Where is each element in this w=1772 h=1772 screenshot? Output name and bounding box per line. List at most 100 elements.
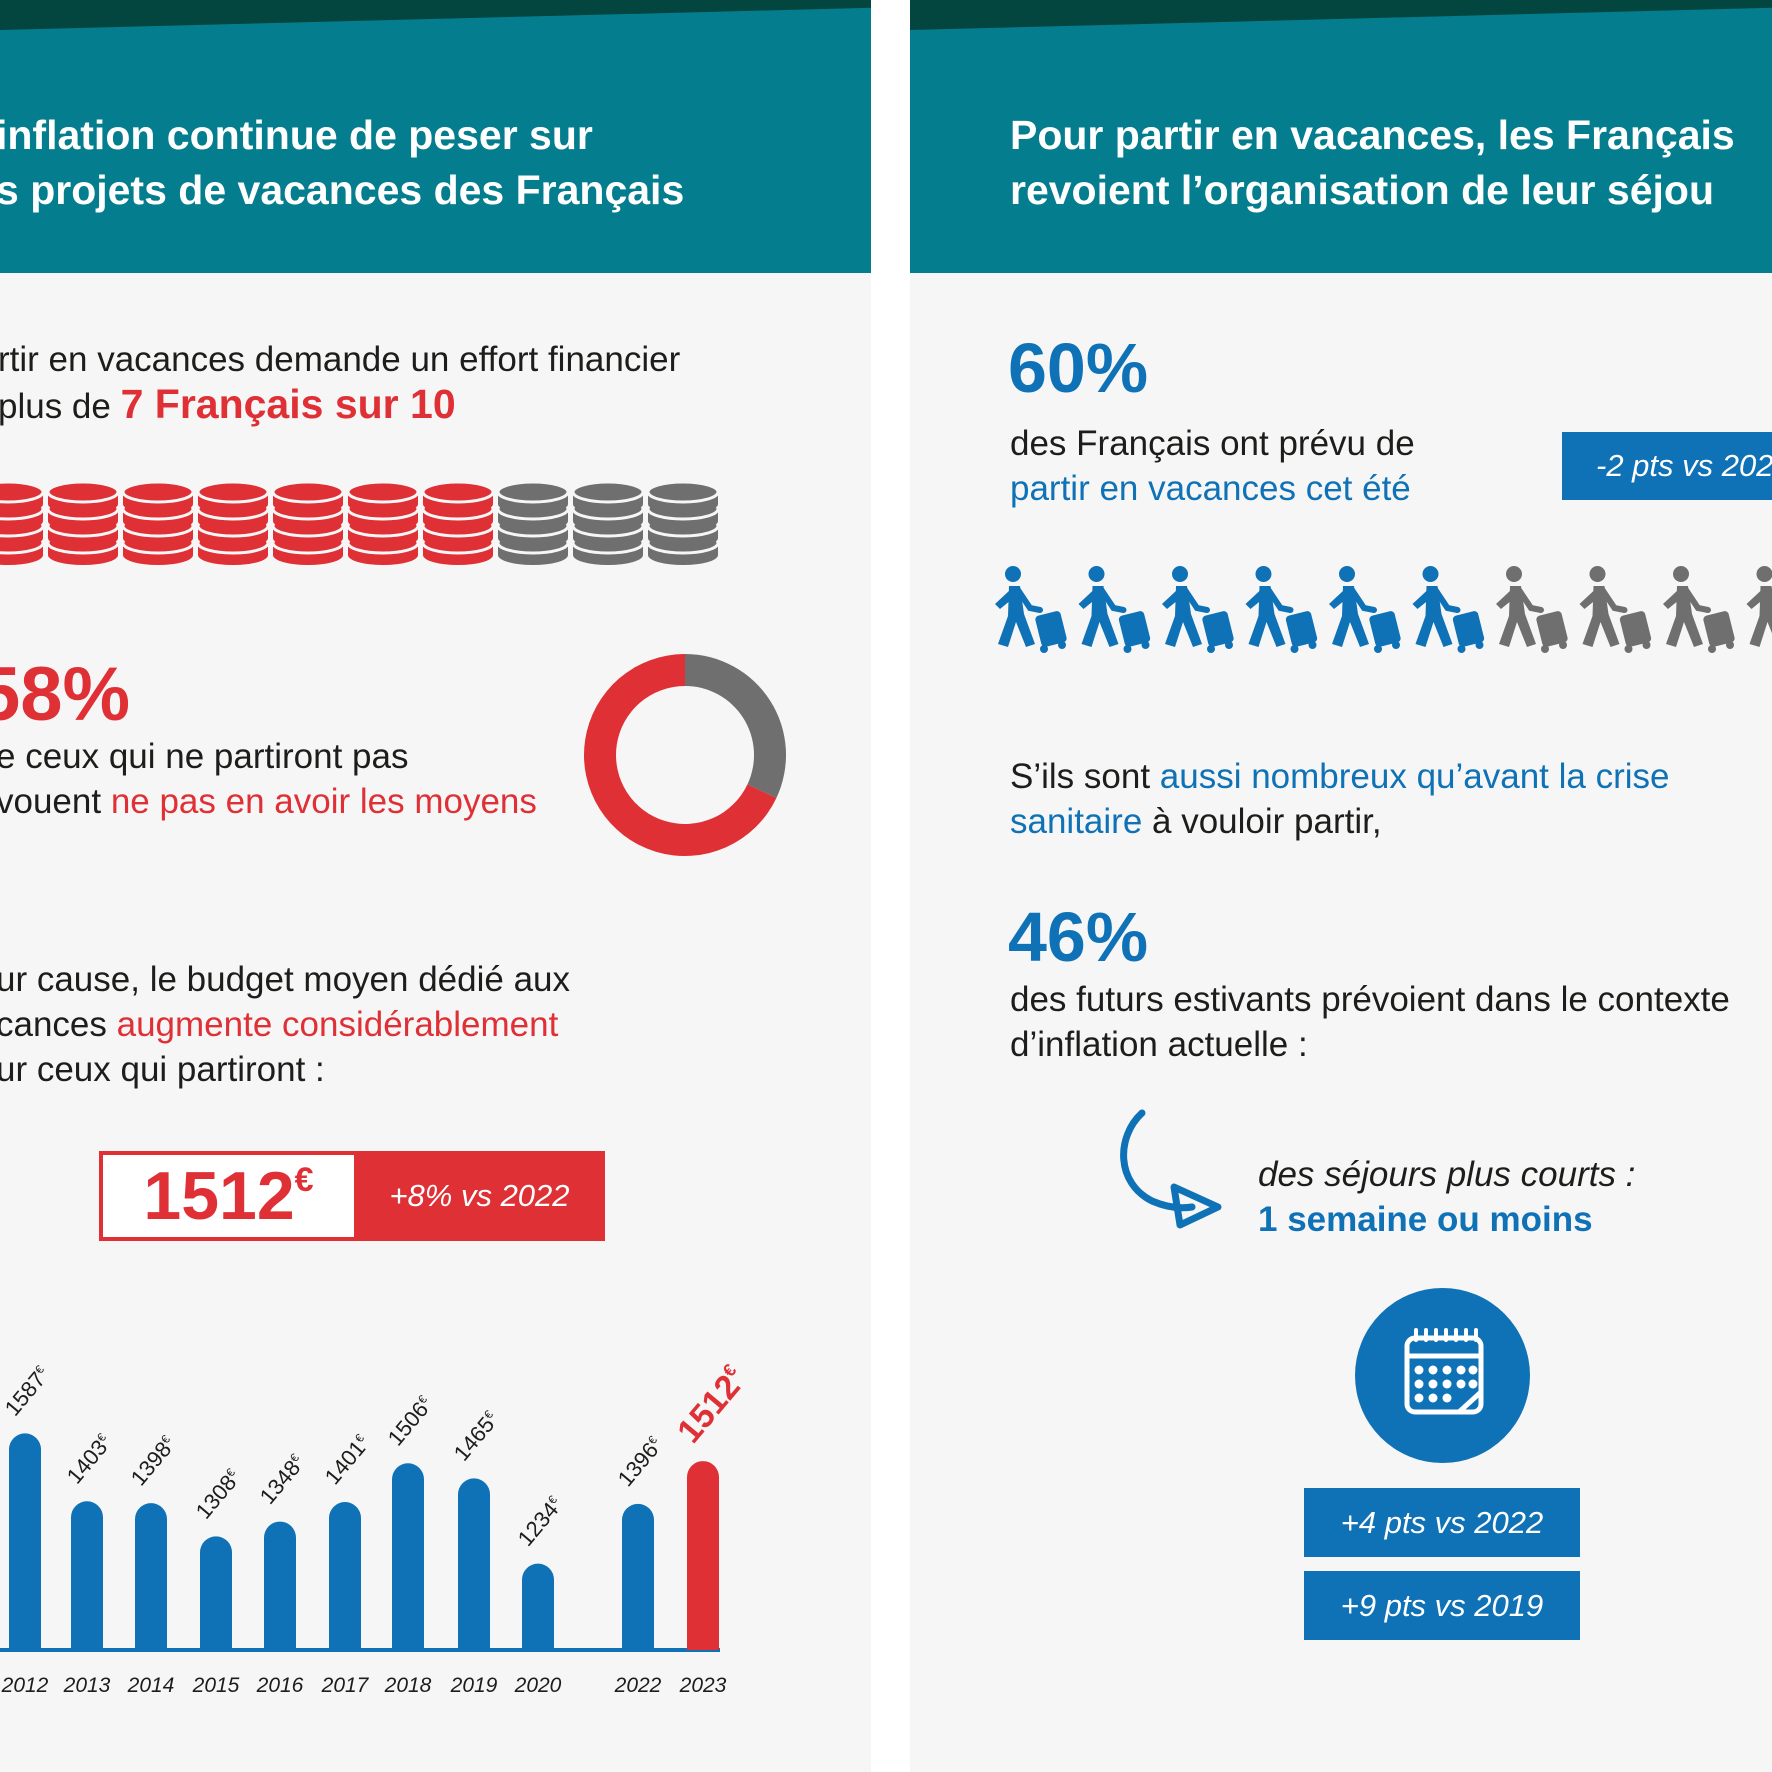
bar-value-label-2014: 1398€ [126, 1431, 181, 1490]
stat-60-line2: partir en vacances cet été [1010, 469, 1411, 508]
left-header: inflation continue de peser sur s projet… [0, 0, 871, 273]
coin-stack-highlighted [421, 480, 495, 565]
bar-2017 [329, 1502, 361, 1650]
crisis-text: S’ils sont aussi nombreux qu’avant la cr… [1010, 754, 1670, 844]
bar-x-label-2017: 2017 [321, 1674, 370, 1697]
traveler-icon-highlighted [1245, 566, 1318, 653]
bar-x-label-2023: 2023 [679, 1674, 727, 1697]
right-panel: Pour partir en vacances, les Français re… [910, 0, 1772, 1772]
budget-currency: € [294, 1161, 314, 1199]
coins-icon-row [0, 480, 720, 565]
budget-line2-prefix: cances [0, 1005, 117, 1044]
short-stay-text: des séjours plus courts : 1 semaine ou m… [1258, 1152, 1635, 1242]
bar-value-label-2017: 1401€ [320, 1430, 375, 1489]
coin-stack-highlighted [196, 480, 270, 565]
budget-line1: ur cause, le budget moyen dédié aux [0, 960, 570, 999]
stat-46-line2: d’inflation actuelle : [1010, 1025, 1308, 1064]
stat-46-text: des futurs estivants prévoient dans le c… [1010, 977, 1730, 1067]
bar-value-label-2018: 1506€ [383, 1392, 438, 1451]
bar-2013 [71, 1501, 103, 1650]
effort-line2: plus de 7 Français sur 10 [0, 382, 680, 429]
crisis-highlight1: aussi nombreux qu’avant la crise [1159, 757, 1670, 796]
bar-value-label-2022: 1396€ [613, 1432, 668, 1491]
coin-stack-highlighted [346, 480, 420, 565]
bar-x-label-2014: 2014 [127, 1674, 175, 1697]
effort-text: rtir en vacances demande un effort finan… [0, 337, 680, 429]
stat-60-badge: -2 pts vs 202 [1562, 432, 1772, 500]
traveler-icon [1496, 566, 1568, 653]
traveler-icon [1746, 566, 1772, 647]
stat-60-line1: des Français ont prévu de [1010, 424, 1415, 463]
left-title-line2: s projets de vacances des Français [0, 167, 685, 213]
bar-value-label-2012: 1587€ [0, 1362, 55, 1421]
bar-2023 [687, 1461, 719, 1650]
budget-text: ur cause, le budget moyen dédié aux canc… [0, 957, 570, 1092]
budget-bar-chart: 1587€ 2012 1403€ 2013 1398€ 2014 1308€ 2015 1348… [0, 1360, 754, 1697]
crisis-suffix: à vouloir partir, [1142, 802, 1382, 841]
traveler-icon-highlighted [1329, 566, 1401, 653]
bar-value-label-2013: 1403€ [62, 1430, 117, 1489]
budget-value: 1512 [143, 1158, 295, 1234]
budget-badge: +8% vs 2022 [389, 1178, 570, 1213]
bar-2016 [264, 1521, 296, 1650]
travelers-icon-row [995, 566, 1772, 653]
stat-46-value: 46% [1008, 898, 1149, 976]
traveler-icon-highlighted [1162, 566, 1234, 653]
bar-value-label-2016: 1348€ [255, 1450, 310, 1509]
coin-stack [496, 480, 570, 565]
traveler-icon [1579, 566, 1652, 653]
left-title-line1: inflation continue de peser sur [0, 112, 593, 158]
donut-chart [584, 654, 786, 856]
budget-box: 1512 € +8% vs 2022 [99, 1151, 605, 1241]
stat-68-line2-prefix: vouent [0, 782, 111, 821]
right-header: Pour partir en vacances, les Français re… [910, 0, 1772, 273]
bar-2019 [458, 1478, 490, 1650]
calendar-circle [1355, 1288, 1530, 1463]
coin-stack-highlighted [271, 480, 345, 565]
crisis-line2: sanitaire à vouloir partir, [1010, 799, 1670, 844]
bar-value-label-2019: 1465€ [449, 1407, 504, 1466]
right-title: Pour partir en vacances, les Français re… [1010, 108, 1735, 218]
coin-stack-highlighted [46, 480, 120, 565]
donut-slice-other [685, 654, 786, 799]
crisis-highlight2: sanitaire [1010, 802, 1143, 841]
right-title-line2: revoient l’organisation de leur séjou [1010, 167, 1714, 213]
badge-vs-2022: +4 pts vs 2022 [1304, 1488, 1580, 1557]
budget-highlight: augmente considérablement [116, 1005, 559, 1044]
stat-68-line1: e ceux qui ne partiront pas [0, 737, 409, 776]
traveler-icon-highlighted [1078, 566, 1151, 653]
bar-x-label-2015: 2015 [192, 1674, 240, 1697]
coin-stack [646, 480, 720, 565]
bar-x-label-2012: 2012 [1, 1674, 49, 1697]
short-stay-line1: des séjours plus courts : [1258, 1155, 1636, 1194]
stat-60-text: des Français ont prévu de partir en vaca… [1010, 421, 1415, 511]
coin-stack [571, 480, 645, 565]
coin-stack-highlighted [121, 480, 195, 565]
bar-x-label-2016: 2016 [256, 1674, 304, 1697]
stat-68-line2: vouent ne pas en avoir les moyens [0, 779, 537, 824]
bar-x-label-2020: 2020 [514, 1674, 562, 1697]
effort-line1: rtir en vacances demande un effort finan… [0, 340, 681, 379]
stat-68-highlight: ne pas en avoir les moyens [110, 782, 537, 821]
badge-vs-2019: +9 pts vs 2019 [1304, 1571, 1580, 1640]
traveler-icon-highlighted [1412, 566, 1485, 653]
effort-highlight: 7 Français sur 10 [120, 381, 456, 427]
budget-line2: cances augmente considérablement [0, 1002, 570, 1047]
bar-2022 [622, 1503, 654, 1650]
bar-value-label-2020: 1234€ [513, 1492, 568, 1551]
bar-2014 [135, 1503, 167, 1650]
curved-arrow-icon [1120, 1109, 1222, 1229]
bar-x-label-2022: 2022 [614, 1674, 662, 1697]
bar-value-label-2023: 1512€ [670, 1360, 754, 1450]
header-band [910, 0, 1772, 30]
bar-2018 [392, 1463, 424, 1650]
crisis-prefix: S’ils sont [1010, 757, 1160, 796]
header-band [0, 0, 871, 30]
budget-line3: ur ceux qui partiront : [0, 1050, 325, 1089]
stat-60-value: 60% [1008, 329, 1149, 407]
traveler-icon-highlighted [995, 566, 1067, 653]
bar-2012 [9, 1433, 41, 1650]
coin-stack-highlighted [0, 480, 45, 565]
left-title: inflation continue de peser sur s projet… [0, 108, 684, 218]
calendar-icon [1404, 1328, 1484, 1415]
